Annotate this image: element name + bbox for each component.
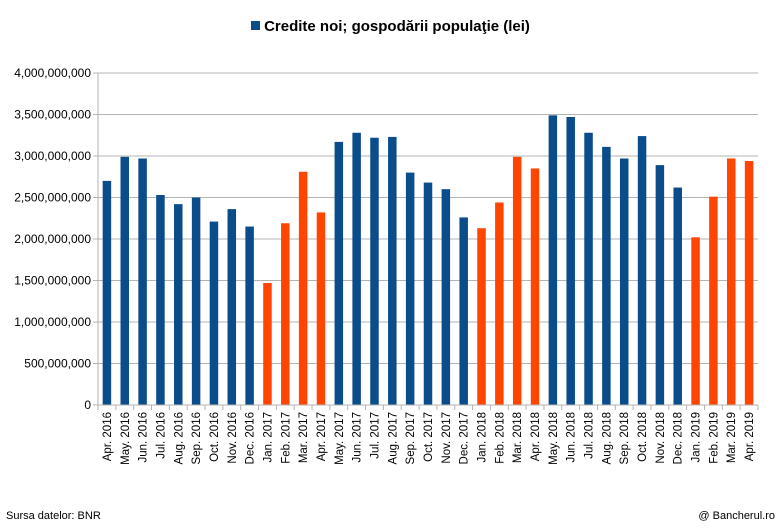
x-tick-label: Jul. 2017	[369, 412, 381, 459]
bar	[405, 172, 415, 405]
x-tick-label: Dec. 2017	[459, 412, 471, 464]
bar	[495, 202, 504, 405]
source-note: Sursa datelor: BNR	[6, 510, 101, 522]
bar	[530, 168, 540, 405]
bar	[120, 156, 130, 405]
x-tick-label: Apr. 2017	[316, 412, 328, 461]
x-tick-label: Dec. 2016	[245, 412, 257, 464]
bar	[459, 217, 468, 405]
x-tick-label: Jul. 2016	[155, 412, 167, 459]
bar	[209, 221, 219, 405]
bar	[263, 282, 272, 405]
bar	[477, 228, 486, 405]
bar	[548, 115, 558, 405]
legend-label: Credite noi; gospodării populaţie (lei)	[264, 18, 530, 35]
x-tick-label: Jan. 2017	[262, 412, 274, 463]
bar	[316, 212, 326, 405]
bar	[352, 132, 361, 405]
bar	[655, 165, 665, 405]
x-tick-label: Aug. 2016	[173, 412, 185, 464]
bar	[619, 158, 629, 405]
bar	[227, 209, 237, 405]
y-tick-label: 0	[84, 398, 91, 412]
x-tick-label: Apr. 2019	[744, 412, 756, 461]
bar	[726, 158, 736, 405]
x-tick-label: Sep. 2016	[191, 412, 203, 464]
x-tick-label: Sep. 2018	[619, 412, 631, 464]
x-tick-label: Aug. 2018	[601, 412, 613, 464]
y-tick-label: 2,500,000,000	[14, 191, 91, 205]
bar	[156, 195, 165, 405]
y-tick-label: 4,000,000,000	[14, 66, 91, 80]
x-tick-label: Feb. 2019	[708, 412, 720, 464]
y-tick-label: 1,000,000,000	[14, 315, 91, 329]
x-tick-label: Sep. 2017	[405, 412, 417, 464]
x-tick-label: Jul. 2018	[584, 412, 596, 459]
bar	[191, 197, 201, 405]
x-tick-label: May. 2018	[548, 412, 560, 465]
credit-note: @ Bancherul.ro	[698, 510, 775, 522]
bar	[298, 171, 308, 405]
x-tick-label: Feb. 2017	[280, 412, 292, 464]
x-tick-label: Nov. 2018	[655, 412, 667, 464]
x-tick-label: Apr. 2018	[530, 412, 542, 461]
y-tick-label: 2,000,000,000	[14, 232, 91, 246]
bar	[334, 141, 344, 405]
x-tick-label: Feb. 2018	[494, 412, 506, 464]
x-tick-label: Nov. 2016	[227, 412, 239, 464]
bar	[174, 204, 183, 405]
x-tick-label: May. 2017	[334, 412, 346, 465]
x-tick-label: Aug. 2017	[387, 412, 399, 464]
x-tick-label: Jan. 2018	[477, 412, 489, 463]
x-tick-label: Mar. 2017	[298, 412, 310, 463]
bar	[602, 146, 611, 405]
bar	[744, 160, 754, 405]
bar	[637, 136, 647, 405]
x-tick-label: Mar. 2018	[512, 412, 524, 463]
legend-swatch	[251, 21, 261, 30]
y-tick-label: 3,500,000,000	[14, 108, 91, 122]
bar	[673, 187, 682, 405]
x-tick-label: Oct. 2016	[209, 412, 221, 462]
x-tick-label: Oct. 2017	[423, 412, 435, 462]
y-tick-label: 500,000,000	[24, 357, 91, 371]
chart-legend: Credite noi; gospodării populaţie (lei)	[0, 18, 781, 35]
y-tick-label: 1,500,000,000	[14, 274, 91, 288]
bar	[441, 189, 451, 405]
bar	[423, 182, 433, 405]
bar	[281, 223, 290, 405]
y-tick-label: 3,000,000,000	[14, 149, 91, 163]
bar	[388, 136, 397, 405]
x-tick-label: Jan. 2019	[691, 412, 703, 463]
bar	[102, 180, 112, 405]
bar	[512, 156, 522, 405]
bar	[584, 132, 593, 405]
bar	[566, 116, 575, 406]
bar	[691, 237, 700, 405]
x-tick-label: Jun. 2016	[138, 412, 150, 463]
x-tick-label: May. 2016	[120, 412, 132, 465]
x-tick-label: Nov. 2017	[441, 412, 453, 464]
bar	[245, 226, 254, 405]
x-tick-label: Oct. 2018	[637, 412, 649, 462]
x-tick-label: Jun. 2018	[566, 412, 578, 463]
x-tick-label: Mar. 2019	[726, 412, 738, 463]
bar	[138, 158, 147, 405]
bar	[370, 137, 379, 406]
bar	[709, 196, 718, 405]
x-tick-label: Jun. 2017	[352, 412, 364, 463]
x-tick-label: Apr. 2016	[102, 412, 114, 461]
x-tick-label: Dec. 2018	[673, 412, 685, 464]
